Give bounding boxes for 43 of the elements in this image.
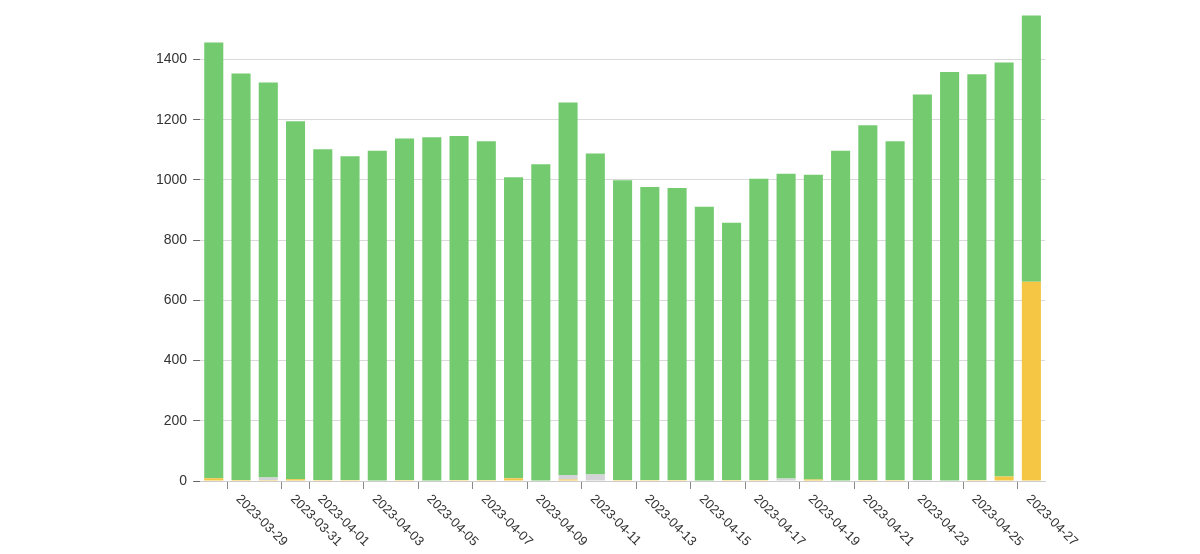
y-tick-label: 800 xyxy=(163,231,188,248)
bar xyxy=(967,74,987,481)
bar xyxy=(367,150,387,481)
bar xyxy=(476,141,496,481)
bar xyxy=(885,141,905,481)
bar xyxy=(694,206,714,481)
y-tick-label: 200 xyxy=(163,411,188,428)
bar xyxy=(613,180,633,481)
bar xyxy=(531,164,551,481)
bar xyxy=(749,178,769,481)
bar xyxy=(585,153,605,475)
bar xyxy=(204,478,224,481)
bar xyxy=(940,71,960,481)
y-tick-label: 600 xyxy=(163,291,188,308)
bar xyxy=(722,222,742,481)
bar xyxy=(558,102,578,475)
bar xyxy=(776,173,796,479)
bar xyxy=(504,478,524,481)
y-tick-label: 400 xyxy=(163,351,188,368)
y-tick-label: 1200 xyxy=(155,110,188,127)
y-tick-label: 1000 xyxy=(155,170,188,187)
bar xyxy=(313,149,333,481)
y-tick-label: 0 xyxy=(179,471,188,488)
bar xyxy=(803,174,823,480)
bar xyxy=(395,138,415,481)
bar xyxy=(231,73,251,481)
y-tick-label: 1400 xyxy=(155,50,188,67)
bar xyxy=(640,186,660,481)
bar xyxy=(258,82,278,478)
bar xyxy=(912,94,932,481)
bar xyxy=(340,156,360,481)
bar xyxy=(1021,281,1041,481)
bar xyxy=(504,177,524,479)
bar xyxy=(1021,15,1041,282)
bar xyxy=(449,136,469,481)
bar xyxy=(994,476,1014,481)
bar xyxy=(667,188,687,481)
bar xyxy=(422,137,442,481)
bar xyxy=(831,150,851,481)
bar xyxy=(994,62,1014,477)
bar xyxy=(858,125,878,481)
bar xyxy=(204,42,224,479)
bar xyxy=(285,121,306,480)
